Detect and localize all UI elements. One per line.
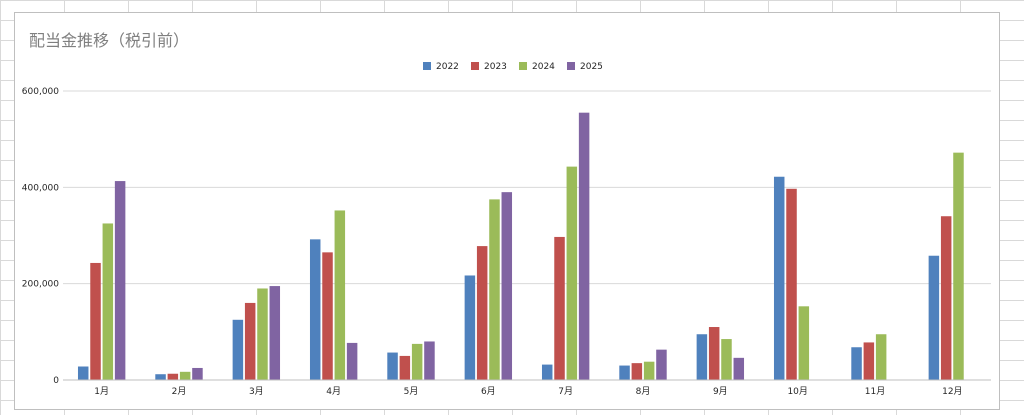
bar-2024-4 — [334, 210, 346, 380]
bar-2022-8 — [619, 365, 630, 380]
bar-2023-1 — [90, 262, 101, 380]
x-tick-label: 10月 — [787, 386, 807, 397]
bar-2024-12 — [953, 152, 964, 380]
bar-2023-6 — [476, 246, 488, 380]
bar-2025-5 — [424, 341, 435, 380]
bar-2024-2 — [179, 371, 191, 380]
bar-2025-3 — [269, 286, 281, 380]
x-tick-label: 5月 — [404, 386, 419, 397]
bar-2023-12 — [940, 216, 952, 380]
bar-2025-9 — [733, 357, 745, 380]
bar-2022-9 — [696, 334, 708, 380]
bar-2024-10 — [798, 306, 810, 380]
y-axis: 0 200,000 400,000 600,000 — [22, 87, 59, 386]
y-tick-label: 600,000 — [22, 87, 59, 97]
bar-2025-8 — [656, 349, 667, 380]
bar-2025-4 — [346, 342, 358, 380]
bar-2022-7 — [541, 364, 553, 380]
chart-title: 配当金推移（税引前） — [29, 31, 189, 50]
x-tick-label: 6月 — [481, 386, 496, 397]
bar-2024-8 — [643, 361, 655, 380]
bar-2023-10 — [786, 188, 797, 380]
x-tick-label: 12月 — [942, 386, 962, 397]
bar-2023-5 — [399, 355, 411, 380]
bar-2022-2 — [155, 374, 166, 380]
bar-2023-4 — [322, 252, 333, 380]
x-tick-label: 3月 — [249, 386, 264, 397]
gridlines — [63, 90, 991, 285]
bar-2025-2 — [192, 367, 203, 380]
bar-2023-3 — [244, 302, 256, 380]
bar-2022-3 — [232, 319, 244, 380]
bar-2024-6 — [489, 199, 500, 381]
legend: 2022 2023 2024 2025 — [423, 62, 603, 72]
y-tick-label: 200,000 — [22, 280, 59, 290]
legend-swatch-2024 — [519, 62, 527, 70]
bar-2024-5 — [411, 343, 423, 381]
bar-2024-3 — [257, 288, 268, 380]
legend-swatch-2025 — [567, 62, 575, 70]
bar-2022-1 — [77, 366, 89, 380]
bar-2022-4 — [309, 239, 321, 380]
bar-2024-9 — [721, 339, 732, 380]
x-tick-label: 4月 — [326, 386, 341, 397]
bar-2025-1 — [114, 181, 126, 380]
bar-2023-11 — [863, 342, 875, 380]
bar-2023-9 — [708, 327, 720, 380]
legend-swatch-2022 — [423, 62, 431, 70]
bar-2024-1 — [102, 223, 114, 380]
bars — [77, 112, 964, 381]
bar-2025-7 — [578, 112, 590, 381]
bar-2023-7 — [554, 236, 565, 380]
bar-2024-11 — [875, 334, 887, 380]
legend-label: 2022 — [436, 62, 459, 72]
bar-2022-10 — [773, 176, 785, 380]
x-tick-label: 11月 — [865, 386, 885, 397]
x-tick-label: 9月 — [713, 386, 728, 397]
bar-2023-8 — [631, 363, 643, 380]
bar-2022-6 — [464, 275, 476, 380]
bar-chart: 配当金推移（税引前） 2022 2023 2024 2025 0 200,000 400,… — [22, 31, 991, 397]
x-tick-label: 1月 — [94, 386, 109, 397]
legend-swatch-2023 — [471, 62, 479, 70]
bar-2025-6 — [501, 192, 513, 380]
legend-label: 2025 — [580, 62, 603, 72]
y-tick-label: 0 — [53, 376, 59, 386]
bar-2022-12 — [928, 255, 940, 380]
x-tick-label: 8月 — [636, 386, 651, 397]
legend-label: 2024 — [532, 62, 555, 72]
bar-2022-11 — [851, 347, 862, 380]
chart-frame: 配当金推移（税引前） 2022 2023 2024 2025 0 200,000 400,… — [14, 12, 1000, 410]
bar-2022-5 — [387, 352, 398, 380]
legend-label: 2023 — [484, 62, 507, 72]
bar-2023-2 — [167, 373, 179, 380]
x-tick-label: 2月 — [172, 386, 187, 397]
bar-2024-7 — [566, 166, 578, 380]
x-axis: 1月 2月 3月 4月 5月 6月 7月 8月 9月 10月 11月 12月 — [63, 379, 991, 397]
x-tick-label: 7月 — [558, 386, 573, 397]
y-tick-label: 400,000 — [22, 183, 59, 193]
